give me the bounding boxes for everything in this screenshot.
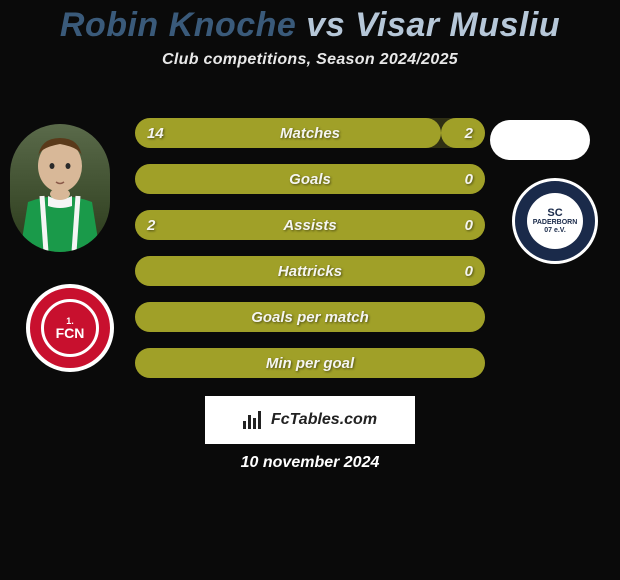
- club-left-line2: FCN: [56, 326, 85, 340]
- stat-value-right: 0: [465, 171, 473, 188]
- stat-value-right: 2: [465, 125, 473, 142]
- stat-fill-right: [441, 118, 485, 148]
- club-right-line1: SC: [547, 207, 562, 219]
- club-right-inner: SC PADERBORN 07 e.V.: [527, 193, 583, 249]
- stat-row: Hattricks 0: [135, 256, 485, 286]
- title-player2: Visar Musliu: [355, 6, 560, 44]
- stat-label: Goals: [289, 171, 331, 188]
- club-right-badge: SC PADERBORN 07 e.V.: [512, 178, 598, 264]
- player2-logo-pill: [490, 120, 590, 160]
- club-left-inner: 1. FCN: [41, 299, 99, 357]
- title-vs: vs: [306, 6, 345, 44]
- subtitle: Club competitions, Season 2024/2025: [0, 51, 620, 69]
- club-right-line3: 07 e.V.: [544, 227, 566, 235]
- club-left-badge: 1. FCN: [26, 284, 114, 372]
- branding-label: FcTables.com: [271, 411, 377, 429]
- stat-row: Goals per match: [135, 302, 485, 332]
- stat-label: Assists: [283, 217, 336, 234]
- date-label: 10 november 2024: [0, 454, 620, 472]
- club-right-line2: PADERBORN: [533, 219, 578, 227]
- title-player1-faded: Robin Knoche: [60, 6, 296, 44]
- stat-label: Min per goal: [266, 355, 354, 372]
- chart-icon: [243, 411, 265, 429]
- branding-badge: FcTables.com: [205, 396, 415, 444]
- comparison-card: Robin Knoche vs Visar Musliu Club compet…: [0, 0, 620, 580]
- stat-label: Hattricks: [278, 263, 342, 280]
- stat-label: Matches: [280, 125, 340, 142]
- stat-label: Goals per match: [251, 309, 369, 326]
- stat-value-right: 0: [465, 263, 473, 280]
- avatar-icon: [10, 124, 110, 252]
- stats-panel: 14Matches2Goals02Assists0Hattricks0Goals…: [135, 118, 485, 394]
- stat-row: Goals 0: [135, 164, 485, 194]
- stat-row: 14 Matches 2: [135, 118, 485, 148]
- player1-photo: [10, 124, 110, 252]
- page-title: Robin Knoche vs Visar Musliu: [0, 6, 620, 45]
- stat-row: Min per goal: [135, 348, 485, 378]
- stat-value-right: 0: [465, 217, 473, 234]
- stat-value-left: 2: [147, 217, 155, 234]
- stat-value-left: 14: [147, 125, 164, 142]
- stat-row: 2 Assists 0: [135, 210, 485, 240]
